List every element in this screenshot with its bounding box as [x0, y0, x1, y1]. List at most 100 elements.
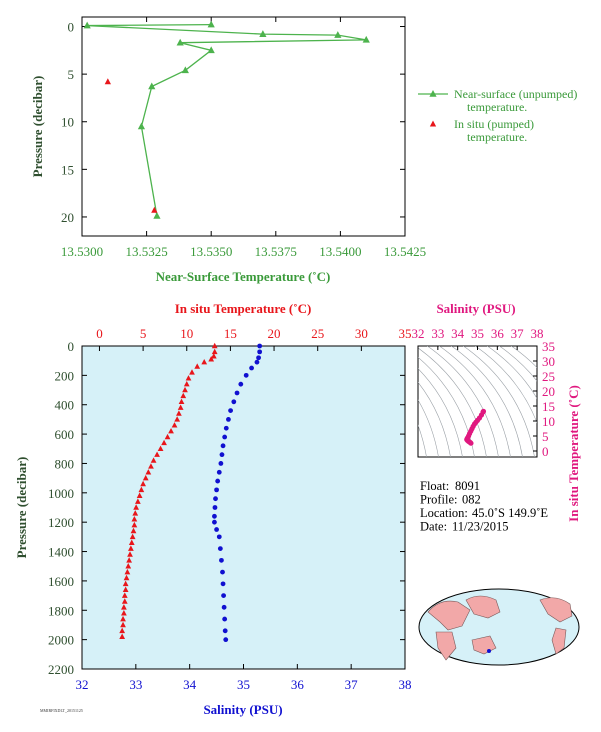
legend-label-unpumped-2: temperature.: [467, 100, 527, 114]
legend-marker-unpumped: [429, 90, 437, 97]
temperature-point: [123, 574, 130, 581]
temp-tick-label: 30: [355, 326, 368, 341]
unpumped-point: [259, 30, 267, 37]
sal-tick-label: 35: [237, 677, 250, 692]
legend-label-unpumped: Near-surface (unpumped): [454, 87, 577, 101]
temp-tick-label: 20: [268, 326, 281, 341]
temperature-point: [148, 463, 154, 469]
temperature-point: [142, 474, 149, 481]
temperature-point: [121, 610, 127, 616]
salinity-point: [221, 604, 227, 610]
sal-tick-label: 33: [431, 326, 444, 341]
y-tick-label: 1000: [48, 486, 74, 501]
y-tick-label: 10: [61, 115, 74, 130]
temperature-point: [183, 380, 190, 387]
temperature-point: [150, 457, 157, 463]
temperature-point: [125, 563, 132, 569]
legend-label-pumped-2: temperature.: [467, 130, 527, 144]
density-contour: [418, 368, 463, 457]
temp-axis-label: In situ Temperature (˚C): [566, 385, 581, 522]
legend-label-pumped: In situ (pumped): [454, 117, 534, 131]
sal-tick-label: 34: [451, 326, 465, 341]
temp-tick-label: 0: [96, 326, 103, 341]
float-location-marker: [487, 649, 491, 653]
temperature-point: [121, 598, 128, 604]
unpumped-point: [334, 31, 342, 38]
y-tick-label: 0: [68, 339, 75, 354]
salinity-point: [217, 546, 223, 552]
salinity-point: [214, 527, 219, 532]
temp-tick-label: 35: [399, 326, 412, 341]
near-surface-chart: 13.5300 13.5325 13.5350 13.5375 13.5400 13.54…: [30, 16, 577, 284]
salinity-point: [257, 349, 263, 355]
plot-frame: [81, 16, 406, 237]
salinity-point: [220, 581, 226, 587]
temp-tick-label: 5: [140, 326, 147, 341]
temperature-point: [136, 492, 143, 498]
world-map: [418, 588, 580, 666]
temperature-point: [128, 545, 134, 551]
density-contour: [418, 347, 487, 457]
temp-tick-label: 25: [311, 326, 324, 341]
sal-tick-label: 37: [511, 326, 525, 341]
density-contour: [498, 346, 537, 382]
temp-tick-label: 20: [542, 384, 555, 399]
temperature-point: [124, 568, 131, 575]
temperature-point: [157, 445, 164, 452]
pumped-point: [151, 206, 158, 213]
density-contour: [510, 346, 537, 369]
map-landmass: [551, 627, 567, 655]
salinity-point: [249, 365, 254, 371]
salinity-point: [231, 399, 237, 405]
y-tick-label: 600: [55, 427, 75, 442]
temperature-point: [121, 592, 128, 598]
ts-point: [468, 440, 474, 446]
y-tick-label: 5: [68, 67, 75, 82]
temperature-point: [122, 586, 129, 592]
salinity-point: [215, 478, 221, 484]
density-contour: [486, 346, 537, 399]
x-axis-label: Near-Surface Temperature (˚C): [156, 269, 331, 284]
legend: Near-surface (unpumped)temperature.In si…: [418, 87, 577, 144]
salinity-point: [226, 417, 231, 422]
map-landmass: [427, 600, 471, 631]
sal-axis-label: Salinity (PSU): [436, 301, 515, 316]
density-contour: [418, 356, 475, 457]
y-tick-label: 1800: [48, 603, 74, 618]
unpumped-point: [207, 20, 215, 28]
unpumped-point: [148, 82, 156, 90]
salinity-point: [223, 637, 229, 643]
salinity-point: [220, 569, 225, 575]
map-landmass: [539, 597, 573, 623]
unpumped-point: [176, 38, 184, 46]
salinity-point: [254, 359, 260, 365]
temperature-point: [211, 342, 218, 349]
temperature-point: [145, 469, 152, 475]
temp-tick-label: 10: [542, 414, 555, 429]
density-contours: [418, 346, 537, 457]
temperature-point: [121, 604, 127, 610]
salinity-point: [214, 487, 219, 493]
temperature-point: [178, 398, 185, 405]
salinity-point: [219, 557, 224, 563]
temperature-point: [119, 627, 126, 634]
temperature-point: [120, 615, 126, 622]
density-contour: [438, 346, 511, 457]
temp-tick-label: 25: [542, 369, 555, 384]
sal-tick-label: 36: [291, 677, 305, 692]
info-value: 45.0˚S 149.9˚E: [472, 506, 548, 520]
salinity-point: [212, 519, 217, 525]
density-contour: [462, 346, 535, 457]
sal-tick-label: 34: [183, 677, 197, 692]
y-tick-label: 1400: [48, 545, 74, 560]
density-contour: [418, 399, 439, 457]
sal-tick-label: 32: [412, 326, 425, 341]
info-value: 11/23/2015: [452, 520, 508, 534]
sal-tick-label: 32: [76, 677, 89, 692]
temperature-point: [189, 369, 195, 375]
y-tick-label: 2200: [48, 662, 74, 677]
salinity-point: [256, 355, 261, 361]
salinity-point: [212, 513, 217, 519]
